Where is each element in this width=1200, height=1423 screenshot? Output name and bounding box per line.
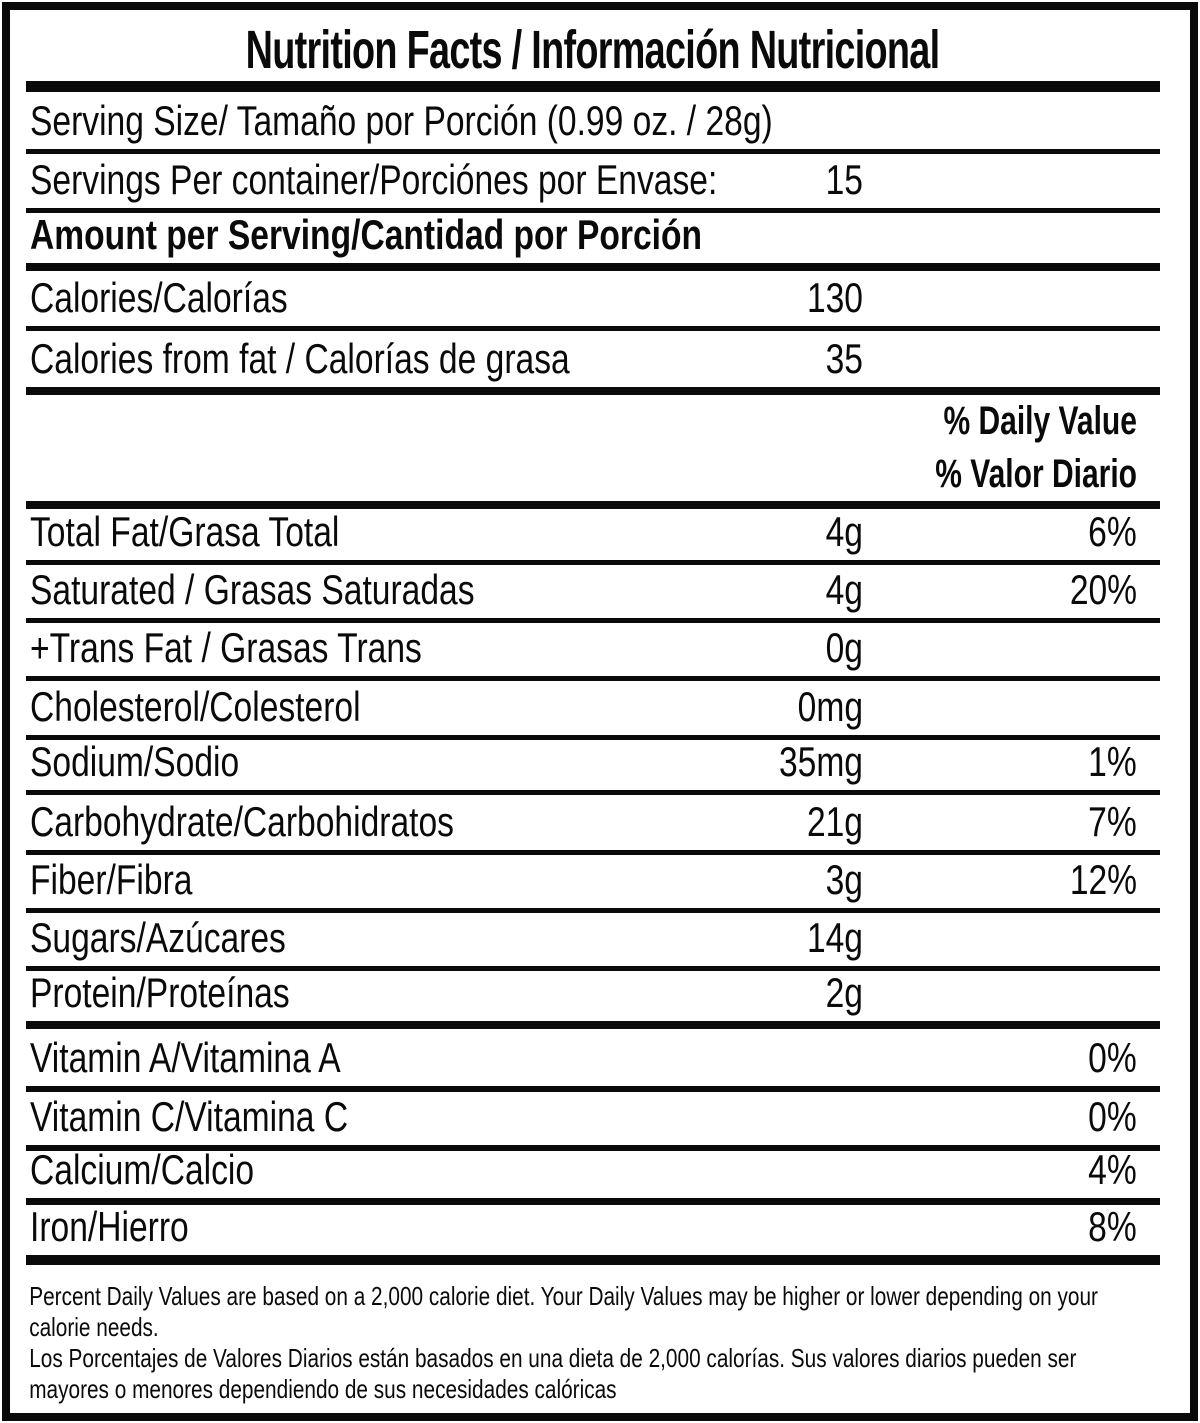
divider-title-bar: [26, 81, 1160, 92]
nutrient-label: Protein/Proteínas: [30, 969, 290, 1016]
footnote-es-line-1: Los Porcentajes de Valores Diarios están…: [29, 1343, 1077, 1373]
nutrient-label: Saturated / Grasas Saturadas: [30, 566, 475, 613]
footnotes-section: Percent Daily Values are based on a 2,00…: [26, 1265, 1160, 1405]
divider-thin: [26, 790, 1160, 795]
nutrient-daily-value: 6%: [1088, 508, 1137, 555]
divider-medium: [26, 1021, 1160, 1029]
servings-per-container-value: 15: [825, 156, 863, 203]
nutrient-row-sugars: Sugars/Azúcares 14g: [26, 913, 1160, 966]
nutrient-row-fiber: Fiber/Fibra 3g 12%: [26, 855, 1160, 908]
nutrient-label: Cholesterol/Colesterol: [30, 683, 361, 730]
servings-per-container-label: Servings Per container/Porciónes por Env…: [30, 156, 718, 203]
divider-medium: [26, 501, 1160, 509]
daily-value-header-en-row: % Daily Value: [26, 395, 1160, 448]
nutrient-daily-value: 4%: [1088, 1146, 1137, 1193]
nutrient-row-vitamin-a: Vitamin A/Vitamina A 0%: [26, 1029, 1160, 1086]
nutrient-label: Carbohydrate/Carbohidratos: [30, 798, 454, 845]
nutrient-daily-value: 1%: [1088, 738, 1137, 785]
nutrient-amount: 4g: [825, 566, 863, 613]
nutrient-row-calories-from-fat: Calories from fat / Calorías de grasa 35: [26, 331, 1160, 387]
divider-thin: [26, 735, 1160, 740]
nutrient-amount: 35: [825, 335, 863, 382]
nutrient-amount: 35mg: [778, 738, 863, 785]
nutrient-daily-value: 0%: [1088, 1034, 1137, 1081]
divider-thin: [26, 1086, 1160, 1092]
divider-thin: [26, 850, 1160, 855]
label-header: Nutrition Facts / Información Nutriciona…: [26, 10, 1160, 81]
serving-size-text: Serving Size/ Tamaño por Porción (0.99 o…: [30, 97, 773, 144]
nutrient-label: Calories from fat / Calorías de grasa: [30, 335, 570, 382]
nutrient-label: Vitamin C/Vitamina C: [30, 1093, 349, 1140]
divider-thick: [26, 1255, 1160, 1265]
nutrient-row-total-fat: Total Fat/Grasa Total 4g 6%: [26, 508, 1160, 560]
divider-thin: [26, 676, 1160, 681]
divider-thin: [26, 208, 1160, 213]
nutrient-label: Total Fat/Grasa Total: [30, 508, 340, 555]
nutrient-daily-value: 12%: [1069, 856, 1137, 903]
divider-thin: [26, 1145, 1160, 1151]
label-title: Nutrition Facts / Información Nutriciona…: [246, 19, 940, 80]
nutrient-label: Fiber/Fibra: [30, 856, 193, 903]
servings-per-container-row: Servings Per container/Porciónes por Env…: [26, 154, 1160, 208]
nutrient-amount: 3g: [825, 856, 863, 903]
serving-size-row: Serving Size/ Tamaño por Porción (0.99 o…: [26, 92, 1160, 149]
nutrient-amount: 21g: [806, 798, 863, 845]
nutrient-label: Calcium/Calcio: [30, 1146, 255, 1193]
nutrient-amount: 130: [806, 274, 863, 321]
nutrient-row-saturated-fat: Saturated / Grasas Saturadas 4g 20%: [26, 565, 1160, 618]
divider-medium: [26, 1198, 1160, 1205]
nutrient-label: Sodium/Sodio: [30, 738, 240, 785]
nutrient-amount: 0g: [825, 624, 863, 671]
nutrient-row-sodium: Sodium/Sodio 35mg 1%: [26, 738, 1160, 790]
divider-medium: [26, 387, 1160, 395]
nutrient-amount: 14g: [806, 914, 863, 961]
nutrient-row-cholesterol: Cholesterol/Colesterol 0mg: [26, 681, 1160, 735]
nutrient-label: Sugars/Azúcares: [30, 914, 286, 961]
nutrient-row-trans-fat: +Trans Fat / Grasas Trans 0g: [26, 623, 1160, 676]
nutrient-row-calcium: Calcium/Calcio 4%: [26, 1146, 1160, 1198]
nutrient-amount: 4g: [825, 508, 863, 555]
nutrient-row-iron: Iron/Hierro 8%: [26, 1203, 1160, 1255]
nutrient-amount: 2g: [825, 969, 863, 1016]
nutrient-row-protein: Protein/Proteínas 2g: [26, 969, 1160, 1021]
nutrient-label: +Trans Fat / Grasas Trans: [30, 624, 422, 671]
nutrient-daily-value: 20%: [1069, 566, 1137, 613]
divider-thin: [26, 560, 1160, 565]
nutrient-label: Calories/Calorías: [30, 274, 288, 321]
divider-thin: [26, 618, 1160, 623]
divider-thin: [26, 149, 1160, 154]
footnote-es-line-2: mayores o menores dependiendo de sus nec…: [29, 1374, 617, 1404]
daily-value-header-en: % Daily Value: [943, 399, 1137, 443]
amount-per-serving-header: Amount per Serving/Cantidad por Porción: [30, 211, 703, 258]
nutrient-label: Iron/Hierro: [30, 1203, 189, 1250]
footnote-en-line-1: Percent Daily Values are based on a 2,00…: [29, 1281, 1098, 1311]
divider-thin: [26, 908, 1160, 913]
nutrient-amount: 0mg: [797, 683, 863, 730]
daily-value-header-es: % Valor Diario: [935, 452, 1137, 496]
divider-medium: [26, 263, 1160, 271]
daily-value-header-es-row: % Valor Diario: [26, 448, 1160, 501]
divider-thin: [26, 326, 1160, 331]
nutrient-row-vitamin-c: Vitamin C/Vitamina C 0%: [26, 1092, 1160, 1145]
amount-per-serving-header-row: Amount per Serving/Cantidad por Porción: [26, 211, 1160, 263]
nutrient-row-carbohydrate: Carbohydrate/Carbohidratos 21g 7%: [26, 795, 1160, 850]
nutrient-daily-value: 7%: [1088, 798, 1137, 845]
footnote-en-line-2: calorie needs.: [29, 1312, 159, 1342]
nutrient-daily-value: 0%: [1088, 1093, 1137, 1140]
nutrient-label: Vitamin A/Vitamina A: [30, 1034, 341, 1081]
divider-thin: [26, 966, 1160, 971]
nutrient-row-calories: Calories/Calorías 130: [26, 271, 1160, 326]
nutrient-daily-value: 8%: [1088, 1203, 1137, 1250]
